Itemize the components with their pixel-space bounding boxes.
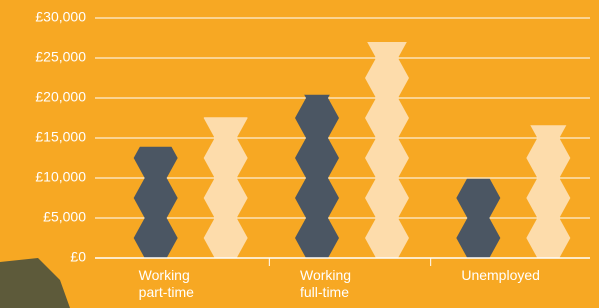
x-tick-label: Unemployed [461,267,540,283]
y-tick-label: £0 [70,249,86,265]
y-tick-label: £10,000 [35,169,86,185]
y-tick-label: £20,000 [35,89,86,105]
chart: £0 £5,000 £10,000 £15,000 £20,000 £25,000 £30,… [0,0,599,308]
y-tick-label: £30,000 [35,9,86,25]
y-tick-label: £5,000 [43,209,86,225]
y-tick-label: £15,000 [35,129,86,145]
y-tick-label: £25,000 [35,49,86,65]
